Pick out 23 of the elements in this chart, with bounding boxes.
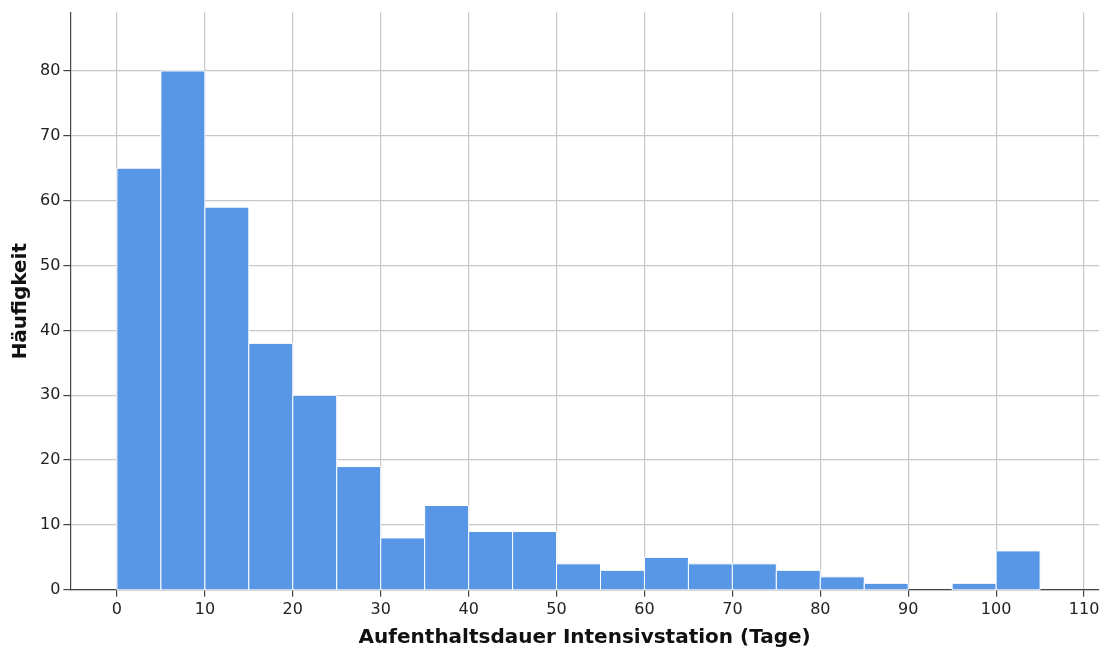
x-tick-label: 60 [634, 598, 655, 618]
y-axis-title: Häufigkeit [7, 242, 32, 360]
y-tick-label: 70 [40, 124, 61, 144]
y-tick-label: 0 [50, 578, 61, 598]
x-tick-label: 10 [194, 598, 216, 618]
x-tick-label: 50 [546, 598, 567, 618]
x-tick-label: 40 [458, 598, 479, 618]
y-tick-label: 30 [40, 384, 61, 404]
x-tick-label: 80 [810, 598, 831, 618]
y-tick-label: 20 [40, 449, 61, 469]
y-tick-label: 40 [40, 319, 61, 339]
x-axis-title: Aufenthaltsdauer Intensivstation (Tage) [358, 624, 811, 649]
y-tick-label: 80 [40, 60, 61, 80]
x-tick-label: 20 [282, 598, 303, 618]
y-tick-label: 10 [40, 514, 61, 534]
x-tick-label: 110 [1068, 598, 1100, 618]
x-tick-label: 30 [370, 598, 391, 618]
y-tick-label: 50 [40, 254, 61, 274]
x-tick-label: 0 [111, 598, 123, 618]
x-tick-label: 100 [980, 598, 1012, 618]
y-tick-label: 60 [40, 189, 61, 209]
x-tick-label: 70 [722, 598, 743, 618]
x-tick-label: 90 [898, 598, 919, 618]
